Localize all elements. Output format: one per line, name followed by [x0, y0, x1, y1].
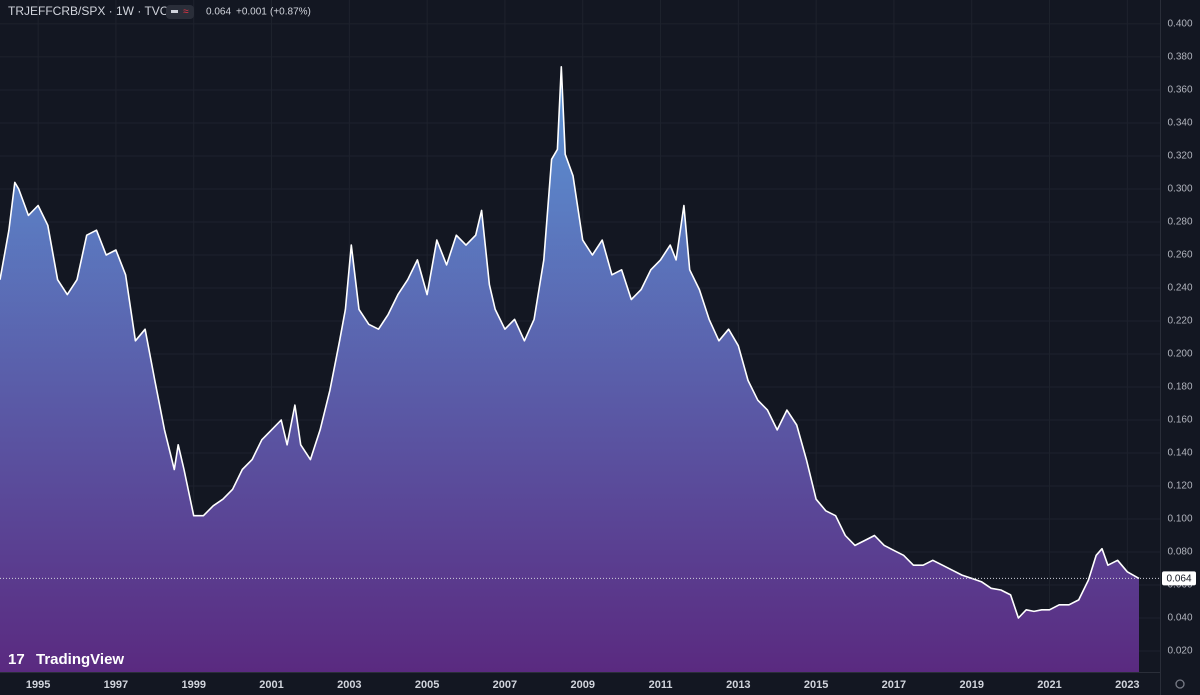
y-tick-label: 0.100 — [1167, 514, 1192, 525]
header-change-pct: (+0.87%) — [270, 7, 311, 18]
plot — [0, 66, 1160, 673]
axes: 0.0200.0400.0600.0800.1000.1200.1400.160… — [26, 19, 1196, 691]
y-tick-label: 0.240 — [1167, 283, 1192, 294]
settings-icon[interactable] — [1175, 679, 1185, 689]
y-tick-label: 0.380 — [1167, 52, 1192, 63]
symbol-title: TRJEFFCRB/SPX · 1W · TVC — [8, 4, 169, 18]
x-tick-label: 2009 — [570, 679, 594, 691]
area-line — [0, 66, 1140, 619]
x-tick-label: 2019 — [959, 679, 983, 691]
logo-icon: 17 — [8, 651, 25, 668]
brand-logo: 17 TradingView — [8, 651, 124, 668]
y-tick-label: 0.020 — [1167, 646, 1192, 657]
y-tick-label: 0.320 — [1167, 151, 1192, 162]
brand-name: TradingView — [36, 651, 124, 668]
y-tick-label: 0.260 — [1167, 250, 1192, 261]
header-change: +0.001 — [236, 7, 267, 18]
x-tick-label: 1995 — [26, 679, 50, 691]
y-tick-label: 0.400 — [1167, 19, 1192, 30]
y-tick-label: 0.340 — [1167, 118, 1192, 129]
pill-icon — [171, 10, 178, 13]
y-tick-label: 0.300 — [1167, 184, 1192, 195]
x-tick-label: 2011 — [649, 679, 673, 691]
x-tick-label: 1997 — [104, 679, 128, 691]
last-price-tag — [1162, 571, 1196, 586]
y-tick-label: 0.280 — [1167, 217, 1192, 228]
y-tick-label: 0.220 — [1167, 316, 1192, 327]
y-tick-label: 0.200 — [1167, 349, 1192, 360]
last-price-label: 0.064 — [1166, 574, 1191, 585]
x-tick-label: 2021 — [1037, 679, 1061, 691]
x-tick-label: 2013 — [726, 679, 750, 691]
x-tick-label: 2007 — [493, 679, 517, 691]
x-tick-label: 2005 — [415, 679, 439, 691]
pill-icon: ≈ — [183, 7, 189, 18]
y-tick-label: 0.180 — [1167, 382, 1192, 393]
y-tick-label: 0.360 — [1167, 85, 1192, 96]
x-tick-label: 2015 — [804, 679, 828, 691]
x-tick-label: 2023 — [1115, 679, 1139, 691]
area-fill — [0, 66, 1139, 673]
x-tick-label: 1999 — [181, 679, 205, 691]
y-tick-label: 0.120 — [1167, 481, 1192, 492]
y-tick-label: 0.160 — [1167, 415, 1192, 426]
x-tick-label: 2017 — [882, 679, 906, 691]
x-tick-label: 2001 — [259, 679, 283, 691]
indicator-pill[interactable] — [166, 5, 194, 19]
y-tick-label: 0.080 — [1167, 547, 1192, 558]
x-tick-label: 2003 — [337, 679, 361, 691]
header-price: 0.064 — [206, 7, 231, 18]
y-tick-label: 0.140 — [1167, 448, 1192, 459]
y-tick-label: 0.040 — [1167, 613, 1192, 624]
